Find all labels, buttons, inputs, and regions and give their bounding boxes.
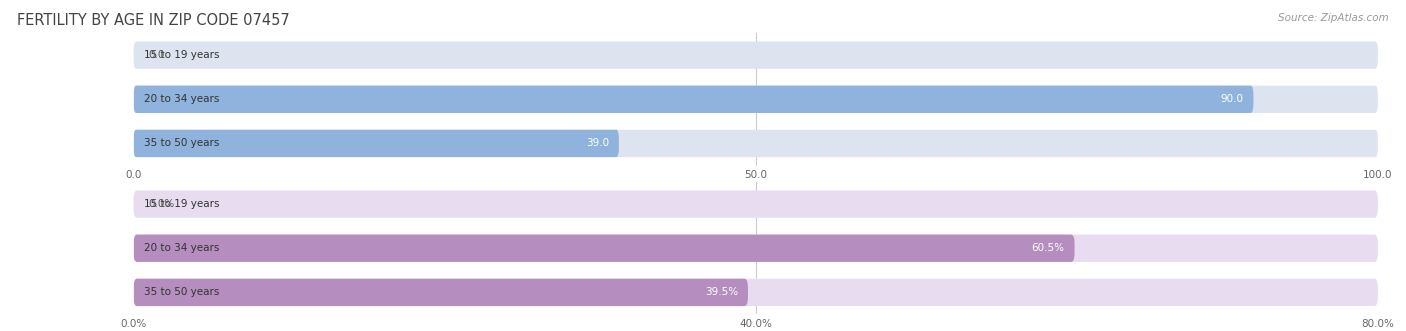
Text: 15 to 19 years: 15 to 19 years: [143, 199, 219, 209]
FancyBboxPatch shape: [134, 41, 1378, 69]
Text: 0.0%: 0.0%: [149, 199, 174, 209]
FancyBboxPatch shape: [134, 130, 1378, 157]
Text: 0.0: 0.0: [149, 50, 165, 60]
FancyBboxPatch shape: [134, 190, 1378, 218]
FancyBboxPatch shape: [134, 130, 619, 157]
Text: FERTILITY BY AGE IN ZIP CODE 07457: FERTILITY BY AGE IN ZIP CODE 07457: [17, 13, 290, 28]
Text: 90.0: 90.0: [1220, 94, 1243, 104]
FancyBboxPatch shape: [134, 235, 1074, 262]
Text: 35 to 50 years: 35 to 50 years: [143, 287, 219, 297]
Text: 60.5%: 60.5%: [1032, 243, 1064, 253]
Text: 39.5%: 39.5%: [704, 287, 738, 297]
FancyBboxPatch shape: [134, 235, 1378, 262]
FancyBboxPatch shape: [134, 86, 1378, 113]
FancyBboxPatch shape: [134, 279, 1378, 306]
Text: 15 to 19 years: 15 to 19 years: [143, 50, 219, 60]
Text: 39.0: 39.0: [586, 138, 609, 148]
FancyBboxPatch shape: [134, 279, 748, 306]
Text: Source: ZipAtlas.com: Source: ZipAtlas.com: [1278, 13, 1389, 23]
Text: 20 to 34 years: 20 to 34 years: [143, 94, 219, 104]
Text: 35 to 50 years: 35 to 50 years: [143, 138, 219, 148]
FancyBboxPatch shape: [134, 86, 1254, 113]
Text: 20 to 34 years: 20 to 34 years: [143, 243, 219, 253]
